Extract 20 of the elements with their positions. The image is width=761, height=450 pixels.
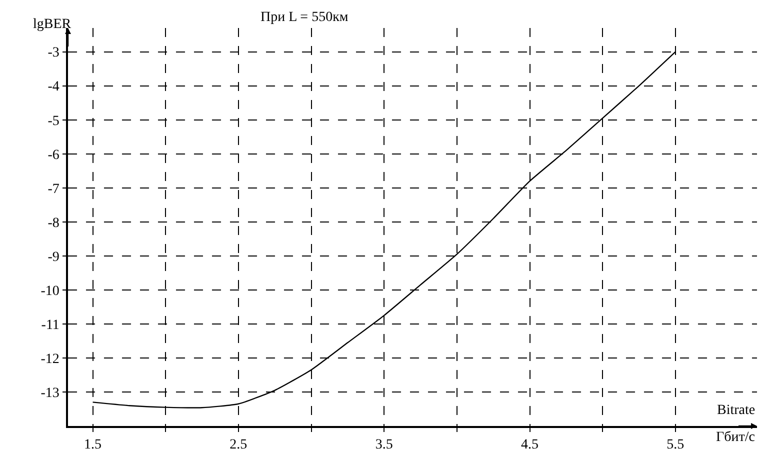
y-axis-title: lgBER	[33, 17, 72, 32]
x-axis-title: Bitrate	[717, 403, 756, 418]
y-tick-label: -4	[48, 80, 60, 95]
text: Гбит/с	[716, 430, 755, 445]
y-tick-label: -13	[40, 386, 60, 401]
y-tick-label: -9	[48, 250, 60, 265]
x-tick-label: 4.5	[521, 438, 539, 450]
y-tick-label: -5	[48, 114, 60, 129]
y-tick-label: -6	[48, 148, 60, 163]
y-tick-label: -12	[40, 352, 60, 367]
chart-title: При L = 550км	[260, 10, 348, 26]
y-tick-label: -11	[41, 318, 60, 333]
y-tick-label: -3	[48, 46, 60, 61]
x-tick-label: 2.5	[230, 438, 248, 450]
y-tick-label: -8	[48, 216, 60, 231]
x-tick-label: 1.5	[84, 438, 102, 450]
y-tick-label: -7	[48, 182, 60, 197]
x-tick-label: 5.5	[666, 438, 684, 450]
x-tick-label: 3.5	[375, 438, 393, 450]
y-tick-label: -10	[40, 284, 60, 299]
